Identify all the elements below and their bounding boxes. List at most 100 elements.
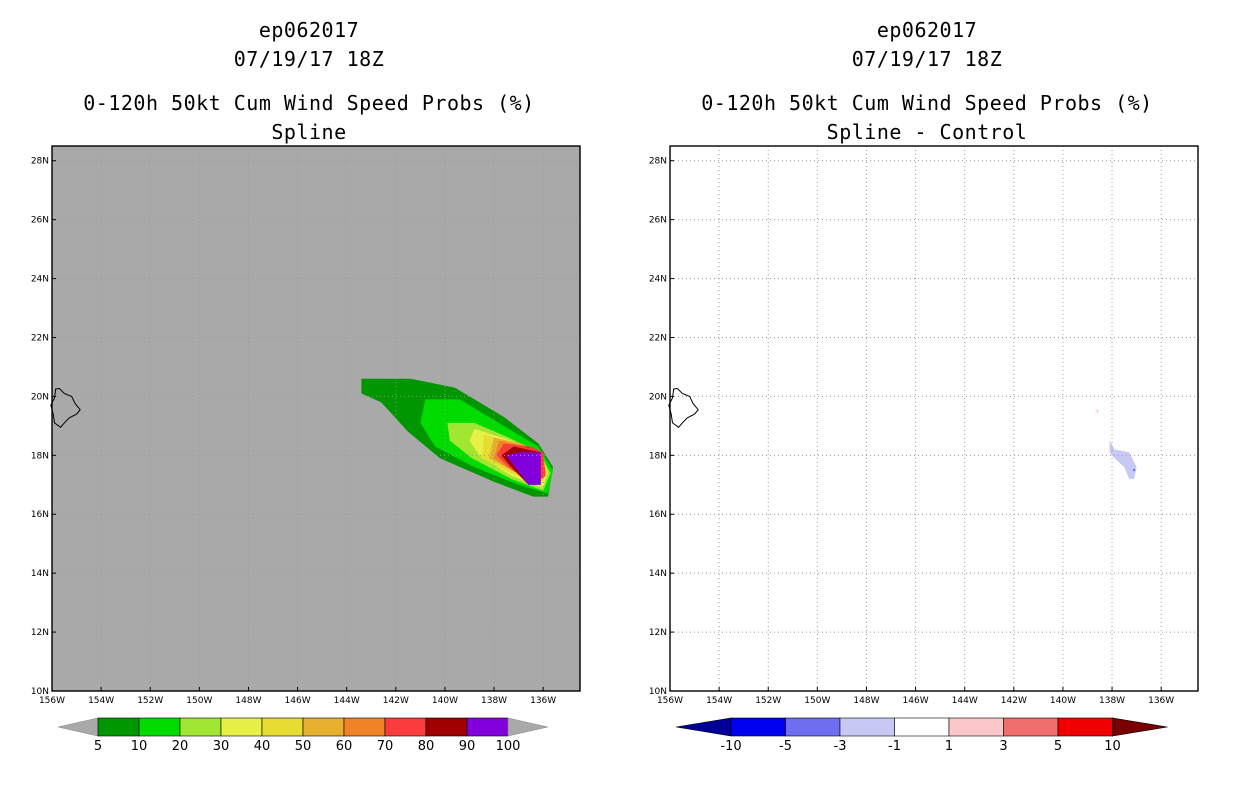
storm-id: ep062017 [876,18,978,42]
plot-frame [51,145,581,692]
colorbar-segment [138,717,181,737]
y-tick-label: 14N [649,569,667,579]
x-tick-label: 150W [804,696,830,706]
colorbar-label: 70 [377,739,394,754]
axis-ticks: 156W 154W 152W 150W 148W 146W 144W 142W 140W 138W… [31,157,556,706]
colorbar-label: -1 [888,739,901,754]
contour-1to3 [1096,409,1099,413]
x-tick-label: 136W [530,696,556,706]
colorbar-label: 30 [213,739,230,754]
y-tick-label: 22N [649,333,667,343]
colorbar-label: 80 [418,739,435,754]
x-tick-label: 156W [39,696,65,706]
x-tick-label: 148W [853,696,879,706]
y-tick-label: 28N [31,157,49,167]
x-tick-label: 140W [1050,696,1076,706]
y-tick-label: 26N [31,216,49,226]
x-tick-label: 144W [334,696,360,706]
colorbar-extend-high [1112,717,1168,737]
x-tick-label: 152W [137,696,163,706]
map-chart: 156W 154W 152W 150W 148W 146W 144W 142W 140W 138W… [31,145,581,754]
x-tick-label: 150W [186,696,212,706]
map-chart: 156W 154W 152W 150W 148W 146W 144W 142W 140W 138W… [649,145,1199,754]
plot-background [670,146,1198,691]
y-tick-label: 12N [649,628,667,638]
y-tick-label: 16N [31,510,49,520]
y-tick-label: 26N [649,216,667,226]
colorbar-segment [425,717,468,737]
colorbar-extend-high [507,717,549,737]
colorbar-label: 50 [295,739,312,754]
colorbar-segment [302,717,345,737]
x-tick-label: 142W [1001,696,1027,706]
colorbar-label: 5 [94,739,102,754]
y-tick-label: 18N [31,451,49,461]
colorbar-label: 5 [1054,739,1062,754]
colorbar-segment [384,717,427,737]
chart-title: 0-120h 50kt Cum Wind Speed Probs (%) [701,91,1153,115]
colorbar-segment [97,717,140,737]
left-panel: ep062017 07/19/17 18Z 0-120h 50kt Cum Wi… [31,18,581,754]
x-tick-label: 154W [706,696,732,706]
colorbar-label: 60 [336,739,353,754]
x-tick-label: 152W [755,696,781,706]
x-tick-label: 142W [383,696,409,706]
datetime: 07/19/17 18Z [233,47,385,71]
y-tick-label: 24N [31,275,49,285]
x-tick-label: 138W [1099,696,1125,706]
y-tick-label: 20N [31,392,49,402]
colorbar-label: 40 [254,739,271,754]
x-tick-label: 140W [432,696,458,706]
x-tick-label: 148W [235,696,261,706]
contours [361,378,553,497]
y-tick-label: 28N [649,157,667,167]
colorbar-label: 1 [945,739,953,754]
axis-ticks: 156W 154W 152W 150W 148W 146W 144W 142W 140W 138W… [649,157,1174,706]
y-tick-label: 10N [649,687,667,697]
contours [1096,409,1137,479]
colorbar-label: 20 [172,739,189,754]
colorbar-label: 90 [459,739,476,754]
colorbar-extend-low [675,717,732,737]
colorbar-label: 10 [1104,739,1121,754]
x-tick-label: 146W [903,696,929,706]
x-tick-label: 144W [952,696,978,706]
y-tick-label: 18N [649,451,667,461]
colorbar-label: -5 [779,739,792,754]
chart-title: 0-120h 50kt Cum Wind Speed Probs (%) [83,91,535,115]
colorbar-label: 3 [999,739,1007,754]
x-tick-label: 138W [481,696,507,706]
y-tick-label: 22N [31,333,49,343]
y-tick-label: 20N [649,392,667,402]
contour-90-100 [506,452,541,485]
colorbar-segment [839,717,895,737]
colorbar-segment [785,717,841,737]
colorbar-label: -10 [720,739,741,754]
plot-frame [669,145,1199,692]
colorbar-label: -3 [834,739,847,754]
x-tick-label: 136W [1148,696,1174,706]
colorbar-segment [466,717,509,737]
chart-subtitle: Spline - Control [826,120,1028,144]
colorbar-segment [730,717,786,737]
y-tick-label: 12N [31,628,49,638]
colorbar-segment [1003,717,1059,737]
gridlines [52,146,580,691]
y-tick-label: 24N [649,275,667,285]
colorbar-segment [1057,717,1113,737]
y-tick-label: 14N [31,569,49,579]
colorbar-extend-low [57,717,99,737]
right-panel: ep062017 07/19/17 18Z 0-120h 50kt Cum Wi… [618,0,1236,800]
colorbar-segment [894,717,950,737]
colorbar-segment [220,717,263,737]
x-tick-label: 154W [88,696,114,706]
chart-subtitle: Spline [271,120,347,144]
plot-area [50,145,581,692]
y-tick-label: 16N [649,510,667,520]
colorbar: -10 -5 -3 -1 1 3 5 10 [675,717,1168,754]
colorbar-segment [343,717,386,737]
plot-area [668,145,1199,692]
colorbar-segment [261,717,304,737]
datetime: 07/19/17 18Z [851,47,1003,71]
colorbar-label: 100 [496,739,521,754]
